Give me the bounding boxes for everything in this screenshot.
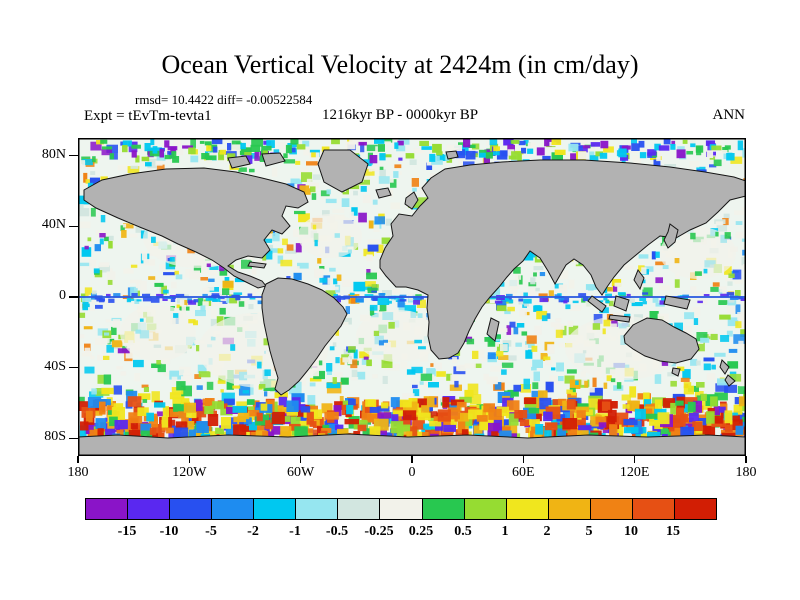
colorbar-segment	[421, 499, 464, 519]
landmass-new-zealand-south	[724, 374, 736, 387]
lon-tick-label: 120E	[619, 465, 650, 480]
landmass-madagascar	[486, 317, 500, 342]
colorbar-segment	[295, 499, 338, 519]
landmass-antarctica	[78, 433, 746, 456]
map-frame	[78, 138, 746, 456]
landmass-south-america	[261, 277, 348, 396]
lat-tick	[69, 437, 78, 440]
colorbar-tick-label: -2	[247, 524, 259, 539]
colorbar-tick-label: 0.5	[454, 524, 472, 539]
landmass-java	[608, 314, 631, 323]
landmass-north-america	[83, 167, 309, 289]
lat-tick	[69, 366, 78, 369]
lon-tick	[77, 456, 79, 463]
season-label: ANN	[712, 107, 746, 123]
colorbar-segment	[169, 499, 212, 519]
colorbar-tick-label: 5	[585, 524, 593, 539]
lon-tick	[522, 456, 525, 463]
colorbar-tick-label: 1	[501, 524, 509, 539]
landmass-britain	[404, 191, 419, 210]
landmass-tasmania	[671, 367, 681, 377]
colorbar-segment	[505, 499, 548, 519]
landmass-caribbean	[247, 261, 267, 269]
colorbar-segment	[673, 499, 716, 519]
lat-tick-label: 40S	[44, 358, 66, 374]
colorbar-tick-label: 0.25	[408, 524, 434, 539]
lat-tick	[69, 225, 78, 228]
lon-tick-label: 120W	[172, 465, 207, 480]
lon-tick	[633, 456, 636, 463]
landmass-arctic-islands-2	[261, 152, 286, 167]
lat-tick-label: 0	[59, 288, 66, 303]
landmass-greenland	[317, 149, 369, 193]
lon-tick-label: 180	[735, 465, 757, 480]
lat-tick-label: 80N	[41, 146, 66, 162]
lon-tick-label: 60E	[512, 465, 535, 480]
lat-tick-label: 80S	[44, 429, 66, 445]
colorbar-segment	[589, 499, 632, 519]
landmass-arctic-islands	[227, 155, 251, 169]
colorbar-segment	[631, 499, 674, 519]
colorbar-segment	[86, 499, 128, 519]
colorbar-segment	[127, 499, 170, 519]
lon-tick-label: 0	[408, 465, 416, 480]
landmass-new-guinea	[663, 295, 691, 310]
colorbar-segment	[463, 499, 506, 519]
colorbar-tick-label: 2	[543, 524, 551, 539]
lon-tick	[188, 456, 191, 463]
continents	[78, 149, 746, 456]
landmass-svalbard	[445, 150, 459, 160]
colorbar-tick-label: 10	[624, 524, 638, 539]
colorbar-tick-label: -1	[289, 524, 301, 539]
lat-tick	[69, 296, 78, 298]
colorbar-segment	[211, 499, 254, 519]
colorbar-segment	[253, 499, 296, 519]
landmass-sumatra	[587, 295, 607, 313]
colorbar-segment	[547, 499, 590, 519]
colorbar-tick-label: -0.25	[364, 524, 394, 539]
lat-tick	[69, 154, 78, 157]
lon-tick	[745, 456, 747, 463]
colorbar-segment	[379, 499, 422, 519]
lon-tick-label: 180	[67, 465, 89, 480]
colorbar-tick-label: -10	[159, 524, 179, 539]
experiment-label: Expt = tEvTm-tevta1	[84, 108, 212, 124]
world-map	[78, 138, 746, 456]
colorbar-tick-label: -0.5	[325, 524, 349, 539]
period-label: 1216kyr BP - 0000kyr BP	[321, 107, 479, 123]
colorbar-segment	[337, 499, 380, 519]
landmass-australia	[623, 317, 700, 364]
landmass-new-zealand-north	[719, 359, 730, 375]
stats-line: rmsd= 10.4422 diff= -0.00522584	[135, 92, 313, 107]
colorbar	[85, 498, 717, 520]
landmass-iceland	[375, 187, 392, 199]
lon-tick-label: 60W	[287, 465, 315, 480]
lon-tick	[299, 456, 302, 463]
lat-tick-label: 40N	[41, 217, 66, 233]
colorbar-tick-label: 15	[666, 524, 680, 539]
lon-tick	[411, 456, 413, 463]
landmass-philippines	[633, 268, 645, 291]
landmass-borneo	[613, 295, 630, 312]
landmass-afro-eurasia	[379, 159, 746, 360]
plot-title: Ocean Vertical Velocity at 2424m (in cm/…	[161, 50, 639, 79]
colorbar-tick-label: -5	[205, 524, 217, 539]
colorbar-tick-label: -15	[117, 524, 137, 539]
landmass-japan	[663, 223, 679, 249]
